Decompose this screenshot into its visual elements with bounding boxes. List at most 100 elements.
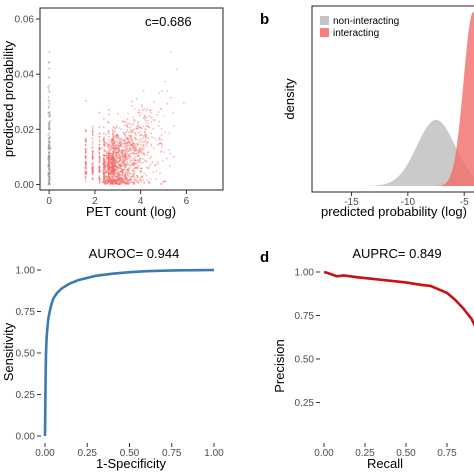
scatter-point-interacting bbox=[124, 165, 127, 168]
scatter-point-interacting bbox=[111, 133, 114, 136]
scatter-point-interacting bbox=[126, 182, 128, 185]
scatter-point-interacting bbox=[112, 179, 115, 182]
scatter-point-interacting bbox=[114, 179, 117, 182]
scatter-point-interacting bbox=[136, 181, 139, 184]
scatter-point-interacting bbox=[128, 182, 131, 185]
scatter-point-interacting bbox=[114, 151, 117, 154]
scatter-point-interacting bbox=[109, 170, 112, 172]
scatter-point-interacting bbox=[160, 146, 163, 149]
scatter-point-interacting bbox=[126, 142, 129, 145]
scatter-point-interacting bbox=[84, 176, 87, 179]
scatter-point-interacting bbox=[140, 140, 143, 143]
scatter-point-interacting bbox=[111, 164, 114, 167]
scatter-point-interacting bbox=[108, 178, 111, 180]
scatter-point-interacting bbox=[84, 180, 87, 183]
scatter-point-interacting bbox=[116, 177, 119, 180]
scatter-point-interacting bbox=[113, 157, 116, 159]
scatter-point-interacting bbox=[124, 174, 127, 177]
scatter-point-interacting bbox=[120, 168, 123, 171]
scatter-point-interacting bbox=[116, 136, 118, 139]
scatter-point-interacting bbox=[119, 137, 122, 140]
scatter-point-interacting bbox=[124, 133, 126, 136]
scatter-point-interacting bbox=[119, 177, 121, 179]
scatter-point-interacting bbox=[113, 173, 115, 176]
scatter-point-interacting bbox=[124, 148, 127, 150]
scatter-point-interacting bbox=[149, 163, 152, 166]
scatter-point-interacting bbox=[114, 163, 117, 166]
scatter-point-interacting bbox=[127, 170, 130, 173]
scatter-point-interacting bbox=[150, 155, 152, 158]
scatter-point-interacting bbox=[117, 144, 120, 146]
scatter-point-interacting bbox=[169, 96, 172, 99]
scatter-point-interacting bbox=[115, 161, 118, 164]
scatter-point-interacting bbox=[111, 176, 114, 179]
scatter-point-interacting bbox=[146, 119, 149, 122]
scatter-point-interacting bbox=[111, 182, 114, 184]
scatter-point-non-interacting bbox=[47, 99, 50, 102]
scatter-point-interacting bbox=[137, 111, 140, 114]
scatter-point-interacting bbox=[116, 172, 118, 174]
scatter-point-interacting bbox=[113, 149, 116, 152]
scatter-point-interacting bbox=[112, 126, 115, 129]
scatter-point-interacting bbox=[146, 151, 149, 154]
scatter-point-interacting bbox=[108, 135, 110, 138]
scatter-point-interacting bbox=[135, 127, 138, 130]
scatter-point-interacting bbox=[113, 141, 116, 144]
scatter-point-interacting bbox=[112, 153, 114, 156]
scatter-point-interacting bbox=[107, 120, 110, 123]
scatter-point-interacting bbox=[137, 155, 140, 157]
scatter-point-interacting bbox=[133, 183, 135, 186]
scatter-point-interacting bbox=[121, 177, 123, 180]
panel-a-scatter: 0 2 4 60.000.020.040.06 c=0.686 PET count (… bbox=[1, 7, 224, 219]
scatter-point-interacting bbox=[141, 147, 144, 150]
scatter-point-interacting bbox=[115, 154, 118, 156]
scatter-point-interacting bbox=[110, 163, 113, 166]
panel-a-xlabel: PET count (log) bbox=[86, 204, 176, 219]
scatter-point-interacting bbox=[119, 141, 122, 144]
scatter-point-interacting bbox=[124, 173, 127, 176]
scatter-point-interacting bbox=[107, 155, 110, 158]
scatter-point-interacting bbox=[114, 178, 117, 181]
scatter-point-interacting bbox=[143, 181, 146, 184]
scatter-point-interacting bbox=[123, 132, 126, 135]
scatter-point-interacting bbox=[110, 139, 113, 142]
scatter-point-interacting bbox=[125, 137, 128, 140]
scatter-point-non-interacting bbox=[48, 145, 51, 148]
scatter-point-interacting bbox=[109, 157, 112, 160]
scatter-point-interacting bbox=[149, 157, 152, 160]
scatter-point-interacting bbox=[112, 141, 115, 144]
scatter-point-interacting bbox=[134, 178, 136, 181]
scatter-point-interacting bbox=[107, 152, 110, 155]
scatter-point-interacting bbox=[106, 163, 109, 166]
scatter-point-interacting bbox=[110, 155, 113, 158]
scatter-point-interacting bbox=[103, 177, 106, 179]
scatter-point-interacting bbox=[166, 102, 169, 105]
scatter-point-interacting bbox=[111, 161, 113, 164]
scatter-point-interacting bbox=[123, 140, 126, 142]
scatter-point-interacting bbox=[133, 181, 136, 183]
scatter-point-interacting bbox=[107, 165, 110, 168]
scatter-point-interacting bbox=[114, 172, 116, 175]
scatter-point-non-interacting bbox=[48, 105, 50, 108]
scatter-point-interacting bbox=[115, 175, 118, 178]
scatter-point-interacting bbox=[105, 176, 108, 179]
scatter-point-interacting bbox=[144, 121, 147, 124]
scatter-point-interacting bbox=[107, 178, 109, 181]
scatter-point-interacting bbox=[123, 142, 126, 144]
scatter-point-interacting bbox=[125, 156, 128, 159]
scatter-point-interacting bbox=[136, 155, 139, 158]
scatter-point-interacting bbox=[111, 142, 114, 145]
scatter-point-interacting bbox=[145, 145, 148, 148]
scatter-point-interacting bbox=[119, 157, 122, 160]
scatter-point-interacting bbox=[138, 178, 141, 181]
scatter-point-interacting bbox=[136, 180, 139, 183]
scatter-point-interacting bbox=[125, 182, 127, 185]
scatter-point-interacting bbox=[113, 172, 116, 175]
scatter-point-interacting bbox=[129, 144, 132, 147]
scatter-point-interacting bbox=[114, 175, 116, 178]
scatter-point-interacting bbox=[137, 109, 140, 112]
scatter-point-interacting bbox=[114, 146, 116, 149]
scatter-point-interacting bbox=[109, 154, 112, 157]
scatter-point-interacting bbox=[112, 180, 115, 183]
scatter-point-interacting bbox=[120, 167, 122, 170]
